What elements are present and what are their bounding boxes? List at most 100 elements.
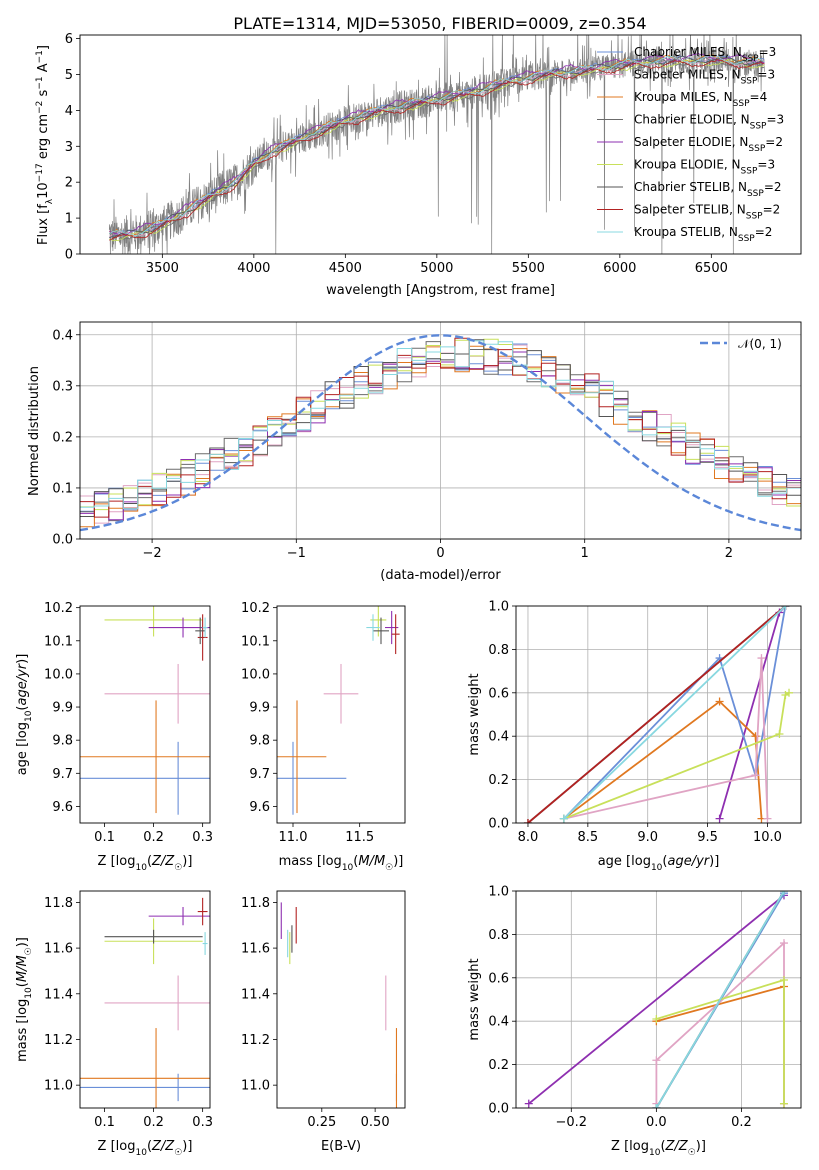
- weight-line: [563, 606, 787, 820]
- y-tick-label: 0.8: [488, 643, 509, 658]
- plot-area: [523, 606, 794, 823]
- axes-frame: [515, 890, 802, 1109]
- x-tick-label: 5500: [512, 261, 545, 276]
- y-axis-label: mass weight: [467, 958, 482, 1040]
- y-tick-label: 9.8: [52, 734, 73, 749]
- weight-marker: [779, 1099, 788, 1108]
- x-tick-label: 0.3: [192, 1115, 213, 1130]
- weight-marker: [559, 814, 568, 823]
- axes: −2 −1 0 1 2 0.0 0.1 0.2 0.3 0.4 𝒩(0, 1) (data-model…: [27, 321, 802, 583]
- y-axis-label: Flux [fλ10−17 erg cm−2 s−1 A−1]: [35, 45, 55, 245]
- legend-entry: Kroupa MILES, NSSP=4: [634, 90, 767, 109]
- histogram-step: [80, 340, 801, 510]
- model-spectrum-line: [109, 54, 765, 237]
- x-axis-label: age [log10(age/yr)]: [598, 854, 720, 873]
- weight-line: [563, 658, 769, 820]
- y-tick-label: 11.6: [44, 942, 73, 957]
- x-tick-label: 10.0: [753, 830, 782, 845]
- x-tick-label: 0.2: [731, 1115, 752, 1130]
- y-tick-label: 11.8: [241, 896, 270, 911]
- weight-marker: [779, 939, 788, 948]
- weight-marker: [715, 697, 724, 706]
- y-tick-label: 0.2: [488, 1058, 509, 1073]
- x-axis-label: mass [log10(M/M☉)]: [279, 854, 404, 873]
- y-tick-label: 0.8: [488, 928, 509, 943]
- y-tick-label: 11.8: [44, 896, 73, 911]
- x-tick-label: 5000: [420, 261, 453, 276]
- y-tick-label: 1.0: [488, 885, 509, 900]
- y-tick-label: 11.0: [44, 1079, 73, 1094]
- plot-area: [280, 902, 398, 1108]
- axes: 0.25 0.50 11.0 11.2 11.4 11.6 11.8 E(B-V): [241, 890, 406, 1154]
- x-tick-label: 0.1: [94, 830, 115, 845]
- weight-marker: [785, 688, 794, 697]
- axes: 3500 4000 4500 5000 5500 6000 6500 0 1 2 3 4 5 6 wavel…: [35, 32, 802, 298]
- axes-frame: [276, 890, 406, 1109]
- x-axis-label: (data-model)/error: [380, 568, 501, 583]
- y-tick-label: 10.1: [44, 634, 73, 649]
- weight-line: [527, 606, 786, 823]
- weight-marker: [779, 975, 788, 984]
- legend-entry: Chabrier ELODIE, NSSP=3: [634, 113, 784, 132]
- x-tick-label: 9.5: [697, 830, 718, 845]
- axes: 8.0 8.5 9.0 9.5 10.0 0.0 0.2 0.4 0.6 0.8 1.0 age [l…: [467, 600, 802, 873]
- x-tick-label: 6000: [603, 261, 636, 276]
- y-tick-label: 11.2: [44, 1033, 73, 1048]
- x-tick-label: 8.5: [578, 830, 599, 845]
- y-tick-label: 0.2: [488, 773, 509, 788]
- axes-frame: [79, 605, 211, 824]
- x-tick-label: −0.2: [556, 1115, 588, 1130]
- legend-entry: Kroupa ELODIE, NSSP=3: [634, 158, 775, 177]
- weight-marker: [652, 1056, 661, 1065]
- y-tick-label: 4: [65, 104, 73, 119]
- y-tick-label: 0.0: [488, 817, 509, 832]
- x-tick-label: 9.0: [637, 830, 658, 845]
- x-axis-label: Z [log10(Z/Z☉)]: [611, 1139, 706, 1158]
- x-tick-label: 0.3: [192, 830, 213, 845]
- y-tick-label: 0.1: [52, 481, 73, 496]
- x-axis-label: wavelength [Angstrom, rest frame]: [326, 283, 555, 298]
- model-spectrum-line: [109, 56, 765, 239]
- x-tick-label: 0.25: [307, 1115, 336, 1130]
- y-tick-label: 0.4: [488, 730, 509, 745]
- x-axis-label: Z [log10(Z/Z☉)]: [98, 854, 193, 873]
- y-axis-label: mass weight: [467, 673, 482, 755]
- x-tick-label: 3500: [146, 261, 179, 276]
- panel-mass_vs_Z: 0.1 0.2 0.3 11.0 11.2 11.4 11.6 11.8 Z [log10(Z/…: [15, 890, 213, 1158]
- weight-marker: [763, 814, 772, 823]
- plot-area: [108, 35, 765, 254]
- histogram-step: [80, 339, 801, 517]
- model-spectrum-line: [109, 52, 765, 236]
- panel-age_vs_mass: 11.0 11.5 9.6 9.7 9.8 9.9 10.0 10.1 10.2 mass [lo…: [241, 601, 406, 873]
- weight-marker: [781, 606, 790, 610]
- y-tick-label: 0.6: [488, 686, 509, 701]
- x-axis-label: Z [log10(Z/Z☉)]: [98, 1139, 193, 1158]
- y-tick-label: 0.6: [488, 971, 509, 986]
- legend-entry: Salpeter ELODIE, NSSP=2: [634, 135, 783, 154]
- x-tick-label: 0.2: [143, 1115, 164, 1130]
- weight-marker: [652, 1104, 661, 1108]
- weight-line: [655, 891, 785, 1108]
- axes-frame: [276, 605, 406, 824]
- panel-residuals: −2 −1 0 1 2 0.0 0.1 0.2 0.3 0.4 𝒩(0, 1) (data-model…: [27, 321, 802, 583]
- y-tick-label: 10.0: [44, 667, 73, 682]
- plot-area: [277, 606, 400, 815]
- weight-line: [528, 894, 785, 1105]
- y-tick-label: 0.0: [488, 1102, 509, 1117]
- y-tick-label: 10.2: [241, 601, 270, 616]
- weight-marker: [524, 1099, 533, 1108]
- weight-line: [563, 700, 763, 820]
- y-tick-label: 10.1: [241, 634, 270, 649]
- weight-line: [563, 606, 787, 820]
- histogram-step: [80, 338, 801, 511]
- x-tick-label: 8.0: [518, 830, 539, 845]
- plot-area: [80, 606, 210, 815]
- y-tick-label: 5: [65, 68, 73, 83]
- axes: 0.1 0.2 0.3 11.0 11.2 11.4 11.6 11.8 Z [log10(Z/…: [15, 890, 213, 1158]
- weight-marker: [652, 1015, 661, 1024]
- legend-entry: Salpeter STELIB, NSSP=2: [634, 203, 780, 222]
- y-axis-label: Normed distribution: [27, 366, 42, 496]
- y-tick-label: 11.4: [241, 987, 270, 1002]
- y-tick-label: 9.9: [52, 701, 73, 716]
